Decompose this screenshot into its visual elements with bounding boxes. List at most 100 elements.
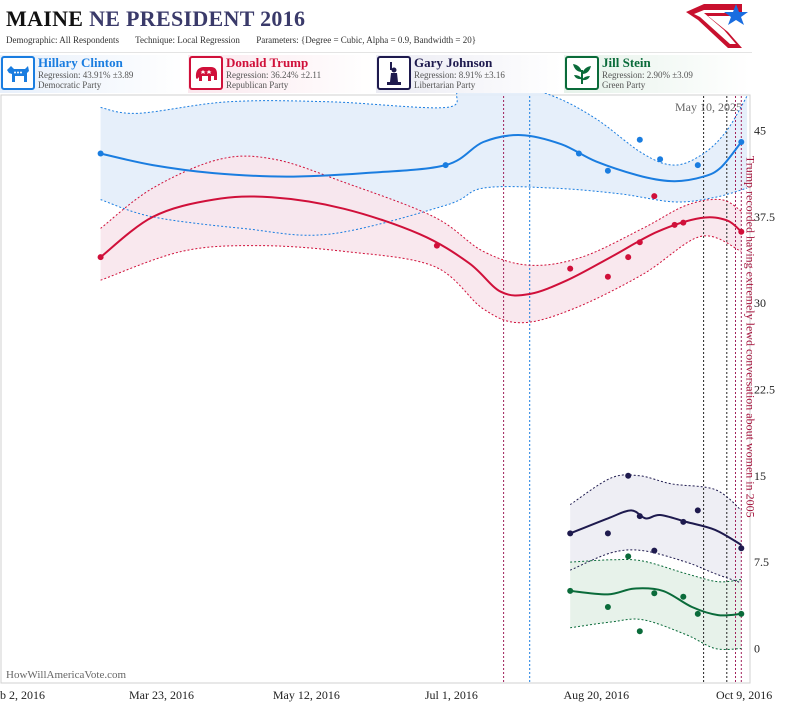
stein-poll-point <box>694 610 701 617</box>
x-tick-label: Mar 23, 2016 <box>129 688 194 702</box>
clinton-poll-point <box>738 139 745 145</box>
stein-upper-bound <box>570 559 742 583</box>
candidate-party: Republican Party <box>226 80 289 90</box>
trump-lower-bound <box>100 235 742 324</box>
chart-date: May 10, 2025 <box>675 100 742 114</box>
trump-poll-point <box>651 193 658 200</box>
source-credit: HowWillAmericaVote.com <box>6 669 126 681</box>
event-annotation: Trump recorded having extremely lewd con… <box>744 156 758 518</box>
johnson-upper-bound <box>569 474 742 511</box>
johnson-poll-point <box>651 547 658 554</box>
johnson-poll-point <box>636 513 643 520</box>
demographic-meta: Demographic: All Respondents <box>6 35 119 45</box>
site-logo-icon <box>686 4 748 48</box>
title-state: MAINE <box>6 6 84 31</box>
x-tick-label: May 12, 2016 <box>273 688 340 702</box>
candidate-name: Jill Stein <box>602 55 651 70</box>
y-tick-label: 45 <box>754 124 766 138</box>
title-rest: NE PRESIDENT 2016 <box>89 6 306 31</box>
page-title: MAINE NE PRESIDENT 2016 <box>6 6 305 32</box>
clinton-upper-bound <box>100 93 748 166</box>
candidate-regression: Regression: 2.90% ±3.09 <box>602 70 693 80</box>
header-divider <box>0 52 752 53</box>
x-tick-label: Feb 2, 2016 <box>0 688 45 702</box>
event-lines <box>503 96 742 683</box>
elephant-icon <box>189 56 223 90</box>
trump-poll-point <box>636 239 643 246</box>
stein-poll-point <box>651 590 658 597</box>
clinton-poll-point <box>575 150 582 157</box>
candidate-name: Donald Trump <box>226 55 309 70</box>
chart-parameters: Demographic: All Respondents Technique: … <box>6 35 490 45</box>
johnson-poll-point <box>738 545 745 552</box>
stein-lower-bound <box>570 618 742 651</box>
stein-poll-point <box>625 553 632 560</box>
candidate-name: Gary Johnson <box>414 55 493 70</box>
header: MAINE NE PRESIDENT 2016 Demographic: All… <box>0 0 789 53</box>
clinton-trend-line <box>100 134 743 183</box>
y-tick-label: 30 <box>754 296 766 310</box>
candidate-party: Green Party <box>602 80 646 90</box>
plant-icon <box>565 56 599 90</box>
trump-poll-point <box>97 254 104 261</box>
plot-frame <box>0 94 751 684</box>
trump-poll-point <box>567 265 574 272</box>
trump-poll-point <box>604 273 611 280</box>
y-tick-label: 0 <box>754 642 760 656</box>
poll-points <box>97 136 745 635</box>
trend-lines <box>99 134 743 617</box>
trump-poll-point <box>625 254 632 261</box>
trump-trend-line <box>99 195 742 297</box>
y-axis: 0 7.5 15 22.5 30 37.5 45 <box>754 124 775 656</box>
clinton-poll-point <box>694 162 701 169</box>
trump-poll-point <box>671 221 678 228</box>
clinton-poll-point <box>97 150 104 157</box>
candidate-name: Hillary Clinton <box>38 55 123 70</box>
johnson-lower-bound <box>570 549 742 584</box>
trump-poll-point <box>433 242 440 249</box>
stein-poll-point <box>680 593 687 600</box>
stein-poll-point <box>636 628 643 635</box>
candidate-trump: Donald Trump Regression: 36.24% ±2.11 Re… <box>188 55 374 93</box>
clinton-poll-point <box>657 156 664 163</box>
johnson-poll-point <box>604 530 611 537</box>
y-tick-label: 7.5 <box>754 555 769 569</box>
johnson-poll-point <box>567 530 574 537</box>
polling-chart: May 10, 2025 Trump recorded having extre… <box>0 93 775 702</box>
trump-poll-point <box>680 219 687 226</box>
candidate-johnson: Gary Johnson Regression: 8.91% ±3.16 Lib… <box>376 55 562 93</box>
clinton-poll-point <box>442 162 449 169</box>
technique-meta: Technique: Local Regression <box>135 35 240 45</box>
y-tick-label: 37.5 <box>754 210 775 224</box>
johnson-poll-point <box>625 472 632 479</box>
statue-of-liberty-icon <box>377 56 411 90</box>
candidate-legend: Hillary Clinton Regression: 43.91% ±3.89… <box>0 55 752 93</box>
x-tick-label: Oct 9, 2016 <box>716 688 772 702</box>
x-tick-label: Jul 1, 2016 <box>425 688 478 702</box>
donkey-icon <box>1 56 35 90</box>
johnson-poll-point <box>680 518 687 525</box>
stein-poll-point <box>567 587 574 594</box>
candidate-stein: Jill Stein Regression: 2.90% ±3.09 Green… <box>564 55 750 93</box>
johnson-trend-line <box>569 509 742 546</box>
confidence-bounds <box>100 93 748 651</box>
trump-poll-point <box>738 228 745 235</box>
y-tick-label: 15 <box>754 469 766 483</box>
stein-poll-point <box>738 610 745 617</box>
candidate-regression: Regression: 43.91% ±3.89 <box>38 70 134 80</box>
johnson-poll-point <box>694 507 701 514</box>
candidate-regression: Regression: 8.91% ±3.16 <box>414 70 505 80</box>
stein-trend-line <box>570 587 742 617</box>
stein-band <box>570 559 742 650</box>
x-axis: Feb 2, 2016 Mar 23, 2016 May 12, 2016 Jul 1… <box>0 688 772 702</box>
stein-poll-point <box>604 604 611 610</box>
candidate-party: Democratic Party <box>38 80 102 90</box>
x-tick-label: Aug 20, 2016 <box>563 688 629 702</box>
candidate-party: Libertarian Party <box>414 80 476 90</box>
candidate-clinton: Hillary Clinton Regression: 43.91% ±3.89… <box>0 55 186 93</box>
y-tick-label: 22.5 <box>754 383 775 397</box>
confidence-bands <box>100 93 748 650</box>
clinton-poll-point <box>604 167 611 174</box>
johnson-band <box>570 474 742 583</box>
parameters-meta: Parameters: {Degree = Cubic, Alpha = 0.9… <box>256 35 477 45</box>
